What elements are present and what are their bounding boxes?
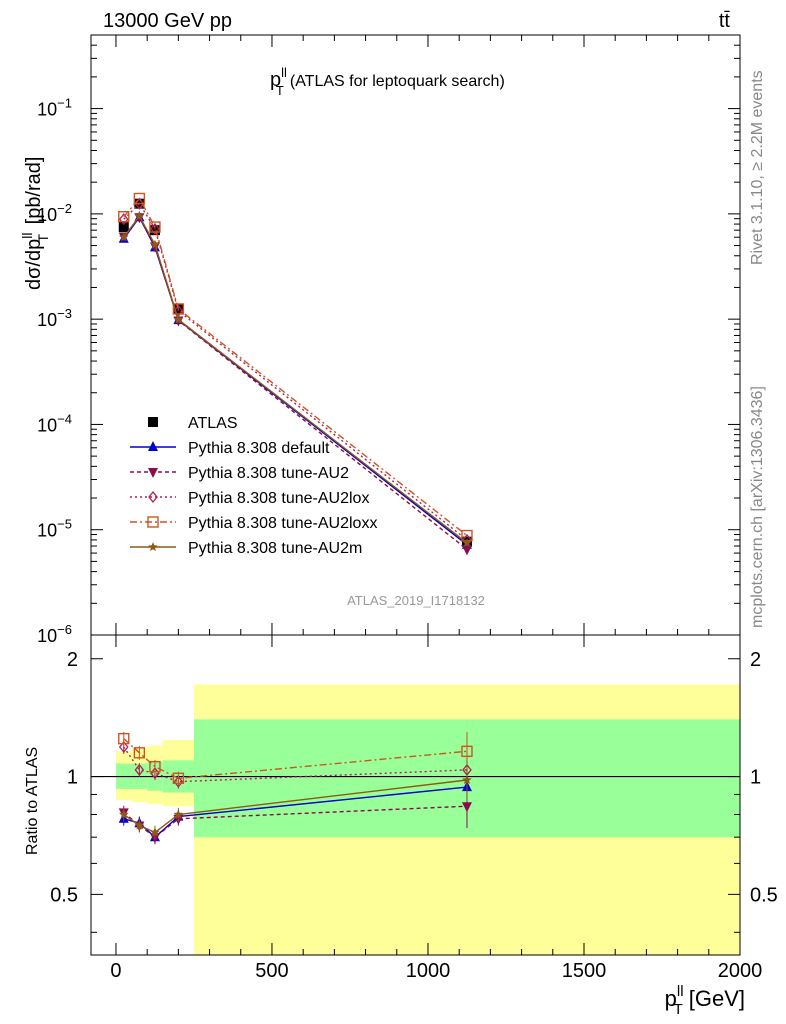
x-tick-label: 500 (255, 960, 288, 982)
ratio-point-pythia-8-308-tune-au2lox (118, 740, 129, 754)
ratio-point-pythia-8-308-tune-au2lox (134, 763, 145, 776)
analysis-id-label: ATLAS_2019_I1718132 (347, 593, 485, 608)
legend-label-pythia-8-308-tune-au2m: Pythia 8.308 tune-AU2m (188, 540, 362, 557)
main-panel: 10−1 10−2 10−3 10−4 10−5 10−6 (37, 34, 741, 646)
ratio-point-pythia-8-308-tune-au2m (150, 827, 160, 837)
main-y-tick-label: 10−6 (37, 622, 72, 646)
legend-marker-pythia-8-308-tune-au2 (148, 468, 158, 478)
x-tick-label: 0 (110, 960, 121, 982)
data-point-pythia-8-308-tune-au2m (173, 314, 184, 324)
data-point-pythia-8-308-tune-au2lox (150, 222, 160, 235)
ratio-point-pythia-8-308-tune-au2 (461, 802, 472, 813)
legend: ATLAS Pythia 8.308 default Pythia 8.308 tu… (130, 415, 377, 557)
series-line-pythia-8-308-tune-au2loxx (123, 197, 468, 537)
ratio-y-axis-label: Ratio to ATLAS (24, 747, 41, 855)
legend-label-pythia-8-308-tune-au2lox: Pythia 8.308 tune-AU2lox (188, 490, 369, 507)
ratio-point-pythia-8-308-tune-au2m (462, 775, 472, 784)
ratio-point-pythia-8-308-tune-au2loxx (461, 745, 473, 758)
ratio-y-tick-label-right: 0.5 (750, 884, 778, 906)
legend-label-atlas: ATLAS (188, 415, 238, 432)
main-y-tick-label: 10−5 (37, 517, 72, 541)
x-tick-label: 1500 (562, 960, 607, 982)
legend-marker-atlas (148, 417, 158, 427)
data-point-pythia-8-308-tune-au2loxx (149, 221, 161, 233)
x-tick-label: 1000 (406, 960, 451, 982)
legend-label-pythia-8-308-tune-au2loxx: Pythia 8.308 tune-AU2loxx (188, 515, 377, 532)
ratio-point-pythia-8-308-tune-au2loxx (133, 747, 146, 759)
ratio-point-pythia-8-308-tune-au2m (173, 809, 184, 819)
legend-label-pythia-8-308-default: Pythia 8.308 default (188, 440, 330, 457)
rivet-version-label: Rivet 3.1.10, ≥ 2.2M events (749, 70, 766, 265)
ratio-y-tick-label-left: 0.5 (50, 884, 78, 906)
main-y-tick-label: 10−4 (37, 411, 72, 435)
ratio-point-pythia-8-308-tune-au2lox (173, 775, 184, 788)
ratio-y-tick-label-right: 2 (750, 649, 761, 671)
ratio-point-pythia-8-308-tune-au2m (134, 820, 145, 830)
data-point-atlas (118, 222, 129, 233)
legend-marker-pythia-8-308-default (148, 441, 158, 451)
ratio-y-tick-label-left: 2 (67, 649, 78, 671)
data-point-pythia-8-308-tune-au2loxx (133, 192, 146, 205)
data-point-pythia-8-308-tune-au2m (134, 211, 145, 221)
data-point-pythia-8-308-tune-au2loxx (118, 211, 130, 223)
data-point-pythia-8-308-tune-au2m (119, 232, 129, 242)
header-energy-label: 13000 GeV pp (103, 10, 232, 32)
main-y-tick-label: 10−3 (37, 306, 72, 330)
x-tick-label: 2000 (718, 960, 763, 982)
ratio-frame (90, 634, 741, 956)
legend-label-pythia-8-308-tune-au2: Pythia 8.308 tune-AU2 (188, 465, 349, 482)
data-point-pythia-8-308-tune-au2lox (118, 213, 129, 226)
data-point-pythia-8-308-tune-au2 (461, 545, 472, 556)
legend-marker-pythia-8-308-tune-au2lox (148, 490, 158, 504)
data-point-pythia-8-308-tune-au2m (150, 239, 160, 249)
ratio-point-pythia-8-308-tune-au2loxx (149, 760, 161, 773)
data-point-pythia-8-308-tune-au2m (462, 537, 472, 547)
series-line-pythia-8-308-tune-au2lox (123, 202, 468, 541)
ratio-y-tick-label-left: 1 (67, 767, 78, 789)
data-point-pythia-8-308-tune-au2loxx (172, 303, 185, 315)
legend-marker-pythia-8-308-tune-au2loxx (147, 516, 159, 528)
data-point-atlas (149, 225, 160, 236)
ratio-point-pythia-8-308-tune-au2loxx (172, 772, 185, 784)
ratio-point-pythia-8-308-tune-au2m (119, 809, 129, 819)
ratio-y-tick-label-right: 1 (750, 767, 761, 789)
mcplots-reference-label: mcplots.cern.ch [arXiv:1306.3436] (749, 386, 766, 628)
legend-marker-pythia-8-308-tune-au2m (148, 542, 158, 551)
main-y-tick-label: 10−2 (37, 201, 72, 225)
ratio-panel: 0.5 0.5 1 1 2 2 0 500 1000 1500 2000 (50, 634, 778, 982)
main-y-axis-label: dσ/dpllT [pb/rad] (19, 157, 51, 290)
ratio-point-pythia-8-308-tune-au2loxx (118, 732, 130, 745)
main-y-tick-label: 10−1 (37, 96, 72, 120)
main-plot-title: pll T(ATLAS for leptoquark search) (270, 65, 505, 98)
x-axis-label: pll T [GeV] (665, 983, 745, 1018)
header-process-label: tt̄ (719, 10, 731, 32)
